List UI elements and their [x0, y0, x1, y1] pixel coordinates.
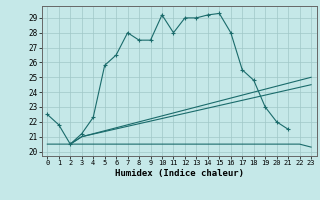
X-axis label: Humidex (Indice chaleur): Humidex (Indice chaleur): [115, 169, 244, 178]
